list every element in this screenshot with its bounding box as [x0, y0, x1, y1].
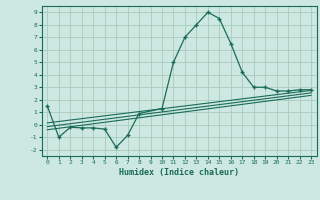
X-axis label: Humidex (Indice chaleur): Humidex (Indice chaleur) [119, 168, 239, 177]
